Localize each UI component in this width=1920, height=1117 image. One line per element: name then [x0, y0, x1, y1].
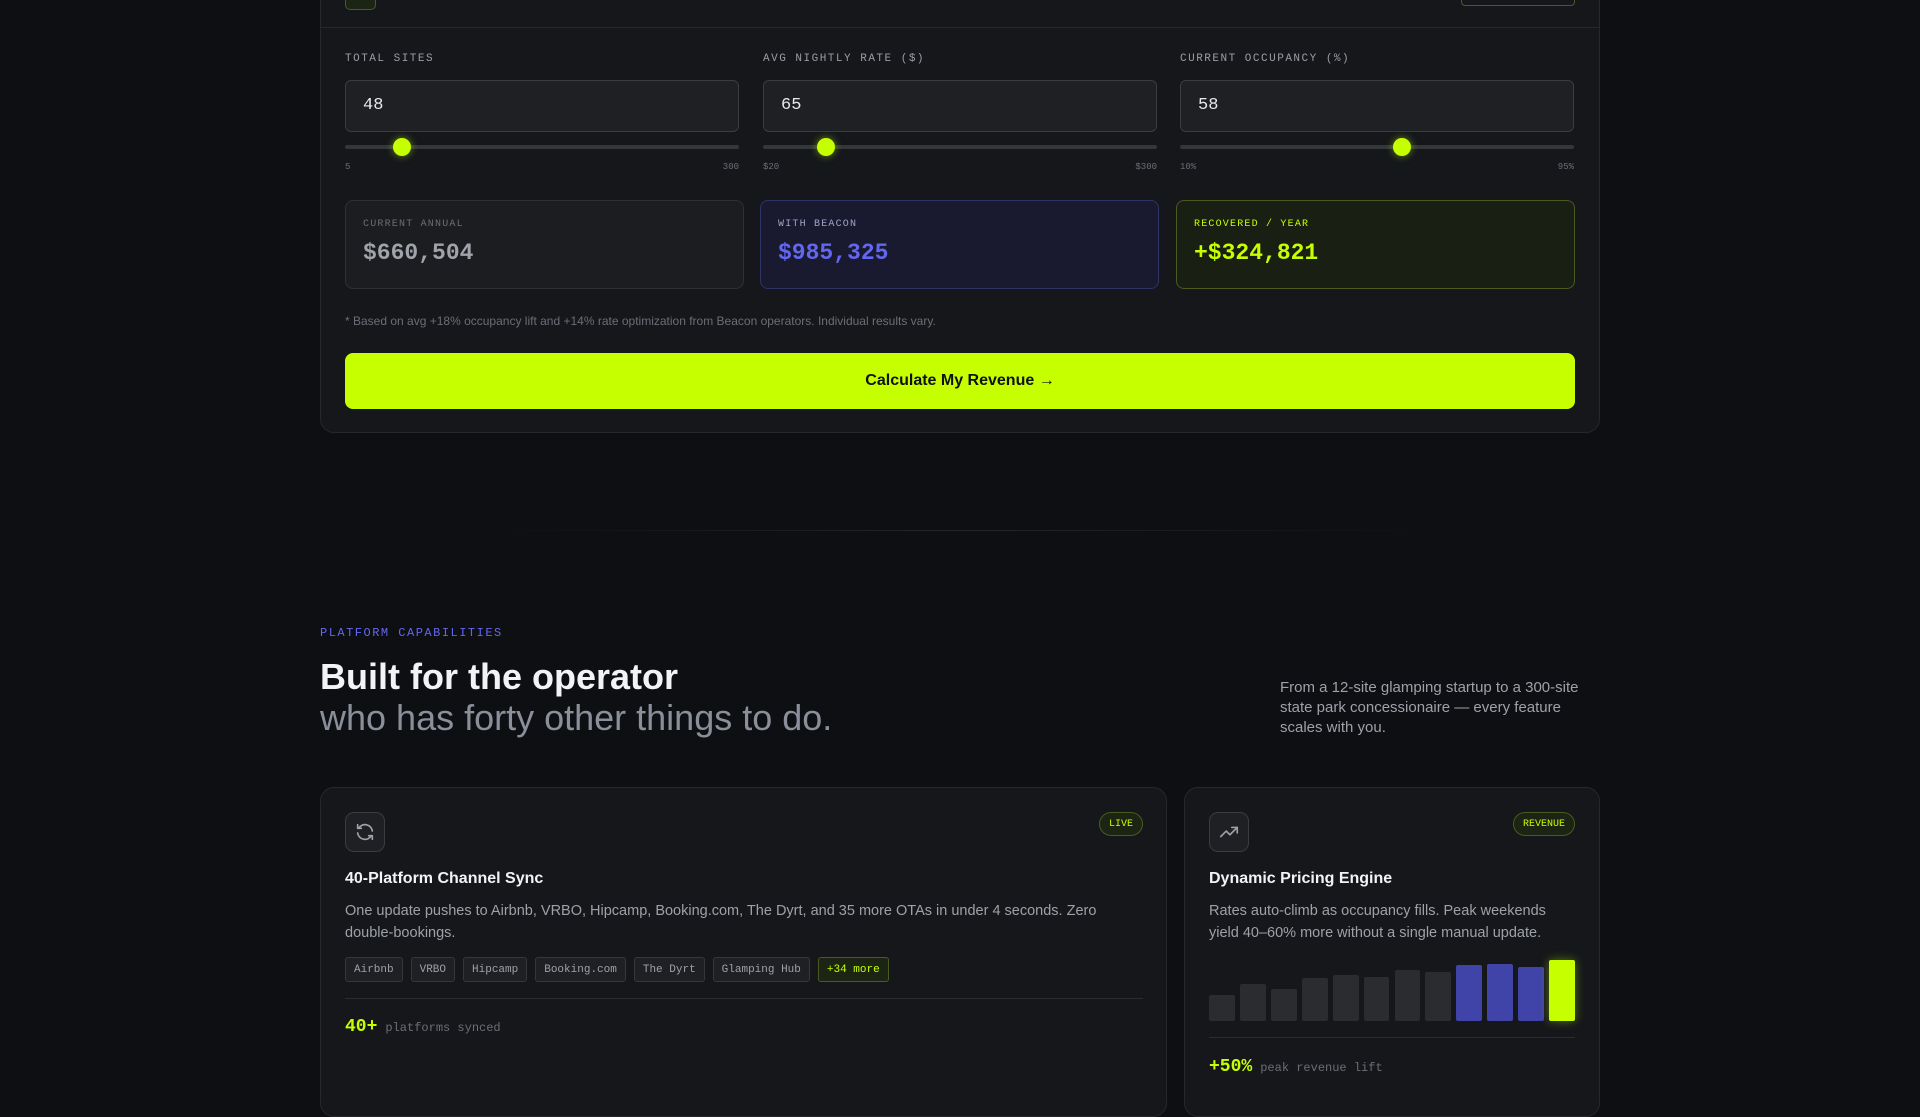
- feature-card: [320, 787, 1167, 1117]
- card-divider: [345, 998, 1143, 999]
- feature-description: Rates auto-climb as occupancy fills. Pea…: [1209, 903, 1546, 941]
- result-card: RECOVERED / YEAR +$324,821: [1176, 200, 1575, 289]
- pricing-bar: [1301, 978, 1328, 1021]
- result-card: WITH BEACON $985,325: [760, 200, 1159, 289]
- pricing-bar: [1239, 984, 1266, 1021]
- trend-icon: [1209, 812, 1249, 852]
- section-divider: [480, 530, 1440, 531]
- slider-thumb[interactable]: [817, 138, 836, 156]
- result-label: RECOVERED / YEAR: [1194, 219, 1310, 230]
- section-description: From a 12-site glamping startup to a 300…: [1280, 679, 1579, 736]
- card-divider: [1209, 1037, 1575, 1038]
- slider-track: [345, 145, 739, 149]
- pricing-bar: [1456, 964, 1483, 1021]
- footnote: * Based on avg +18% occupancy lift and +…: [345, 314, 936, 328]
- pricing-bar: [1425, 972, 1452, 1021]
- input-label: CURRENT OCCUPANCY (%): [1180, 53, 1351, 65]
- stat-label: peak revenue lift: [1260, 1061, 1383, 1075]
- feature-stat: +50% peak revenue lift: [1209, 1057, 1383, 1077]
- platform-tag: Booking.com: [535, 957, 626, 982]
- calculator-header-divider: [320, 27, 1600, 28]
- header-button[interactable]: [1461, 0, 1575, 6]
- number-input[interactable]: 58: [1180, 80, 1574, 132]
- result-value: +$324,821: [1194, 240, 1319, 266]
- slider-thumb[interactable]: [1393, 138, 1412, 156]
- pricing-bar: [1394, 969, 1421, 1021]
- feature-description: One update pushes to Airbnb, VRBO, Hipca…: [345, 903, 1097, 941]
- slider-min: $20: [763, 162, 780, 172]
- slider-thumb[interactable]: [393, 138, 412, 156]
- number-input[interactable]: 48: [345, 80, 739, 132]
- feature-stat: 40+ platforms synced: [345, 1017, 501, 1037]
- feature-badge: REVENUE: [1512, 812, 1575, 836]
- platform-tag: The Dyrt: [633, 957, 705, 982]
- slider-max: $300: [1135, 162, 1157, 172]
- platform-tag: +34 more: [817, 957, 889, 982]
- platform-tag: Airbnb: [345, 957, 403, 982]
- platform-tag: VRBO: [410, 957, 456, 982]
- page: html, body { margin: 0; padding: 0; } bo…: [320, 0, 1600, 1117]
- header-badge: [345, 0, 376, 10]
- slider-min: 5: [345, 162, 351, 172]
- pricing-bar: [1549, 960, 1575, 1021]
- result-value: $985,325: [778, 240, 889, 266]
- platform-tags: Airbnb VRBO Hipcamp Booking.com The Dyrt Glam…: [345, 957, 889, 982]
- number-input[interactable]: 65: [763, 80, 1157, 132]
- feature-card: [1184, 787, 1600, 1117]
- sync-glyph: [356, 823, 374, 841]
- feature-title: Dynamic Pricing Engine: [1209, 870, 1393, 887]
- slider-min: 10%: [1180, 162, 1197, 172]
- sync-icon: [345, 812, 385, 852]
- result-value: $660,504: [363, 240, 474, 266]
- result-label: WITH BEACON: [778, 219, 858, 230]
- input-label: AVG NIGHTLY RATE ($): [763, 53, 926, 65]
- eyebrow: PLATFORM CAPABILITIES: [320, 626, 503, 640]
- stat-value: 40+: [345, 1017, 378, 1037]
- stat-label: platforms synced: [385, 1021, 501, 1035]
- slider-max: 95%: [1557, 162, 1574, 172]
- pricing-bar: [1270, 989, 1297, 1021]
- slider-max: 300: [722, 162, 739, 172]
- heading: Built for the operator: [320, 656, 678, 697]
- page-body: {"calculator": { "inputs": [ {"label": "…: [320, 0, 1600, 1117]
- feature-badge: LIVE: [1098, 812, 1143, 836]
- feature-title: 40-Platform Channel Sync: [345, 870, 544, 887]
- trend-glyph: [1219, 826, 1239, 838]
- pricing-bar: [1487, 963, 1514, 1021]
- platform-tag: Glamping Hub: [712, 957, 810, 982]
- result-label: CURRENT ANNUAL: [363, 219, 464, 230]
- pricing-bar: [1518, 967, 1545, 1021]
- pricing-bar: [1332, 974, 1359, 1021]
- pricing-bar: [1209, 995, 1235, 1021]
- platform-tag: Hipcamp: [463, 957, 528, 982]
- slider-track: [1180, 145, 1574, 149]
- result-card: CURRENT ANNUAL $660,504: [345, 200, 744, 289]
- pricing-bar: [1363, 977, 1390, 1021]
- stat-value: +50%: [1209, 1057, 1253, 1077]
- subheading: who has forty other things to do.: [320, 697, 833, 738]
- slider-track: [763, 145, 1157, 149]
- input-label: TOTAL SITES: [345, 53, 435, 65]
- calculate-button[interactable]: Calculate My Revenue →: [345, 353, 1575, 409]
